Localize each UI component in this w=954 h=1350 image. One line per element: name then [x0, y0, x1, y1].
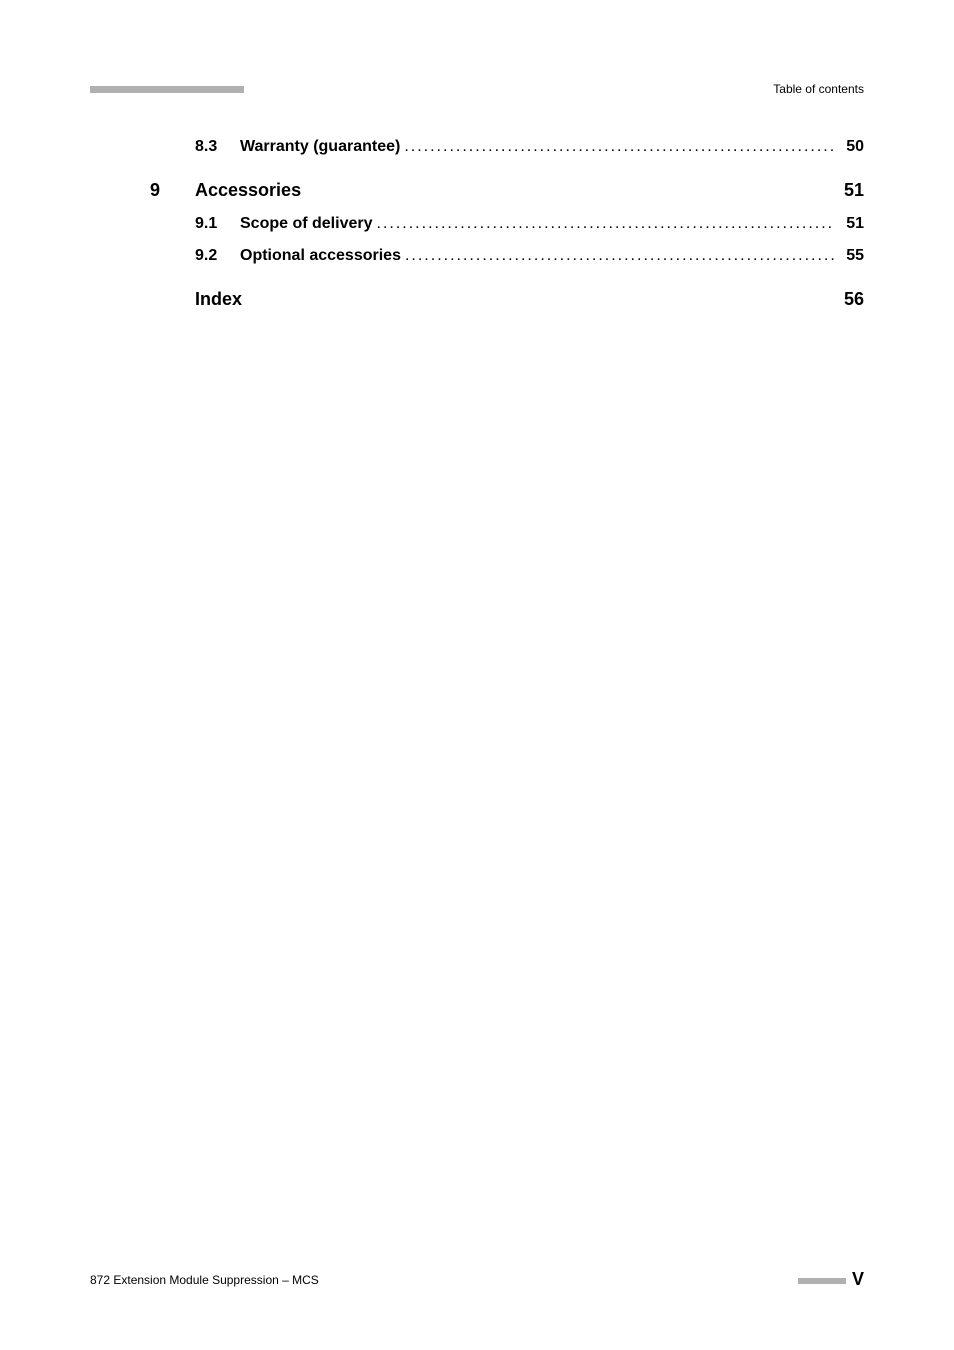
page: Table of contents 8.3Warranty (guarantee… [0, 0, 954, 1350]
page-footer: 872 Extension Module Suppression – MCS V [90, 1269, 864, 1290]
table-of-contents: 8.3Warranty (guarantee) ................… [150, 138, 864, 310]
toc-entry-number: 9 [150, 180, 195, 201]
toc-leader-dots: ........................................… [401, 247, 834, 265]
header-section-label: Table of contents [773, 82, 864, 96]
toc-entry-number: 8.3 [150, 138, 240, 156]
header-dashes-left [90, 80, 244, 98]
footer-doc-title: 872 Extension Module Suppression – MCS [90, 1273, 319, 1287]
toc-entry-page: 51 [834, 215, 864, 233]
footer-page-number: V [852, 1269, 864, 1290]
toc-entry-page: 50 [834, 138, 864, 156]
toc-leader-dots: ........................................… [400, 138, 834, 156]
toc-entry-title: Accessories [195, 180, 301, 201]
toc-section-row: 9.2Optional accessories ................… [150, 247, 864, 265]
toc-entry-page: 55 [834, 247, 864, 265]
footer-right: V [798, 1269, 864, 1290]
toc-chapter-row: Index 56 [150, 289, 864, 310]
toc-entry-title: Index [195, 289, 242, 310]
footer-dashes [798, 1273, 846, 1287]
toc-chapter-row: 9Accessories 51 [150, 180, 864, 201]
toc-entry-title: Optional accessories [240, 247, 401, 265]
toc-entry-title: Scope of delivery [240, 215, 373, 233]
toc-entry-number: 9.1 [150, 215, 240, 233]
toc-entry-page: 56 [834, 289, 864, 310]
page-header: Table of contents [90, 80, 864, 98]
toc-section-row: 8.3Warranty (guarantee) ................… [150, 138, 864, 156]
toc-entry-page: 51 [834, 180, 864, 201]
toc-section-row: 9.1Scope of delivery ...................… [150, 215, 864, 233]
toc-entry-number: 9.2 [150, 247, 240, 265]
toc-entry-title: Warranty (guarantee) [240, 138, 400, 156]
toc-leader-dots: ........................................… [373, 215, 835, 233]
